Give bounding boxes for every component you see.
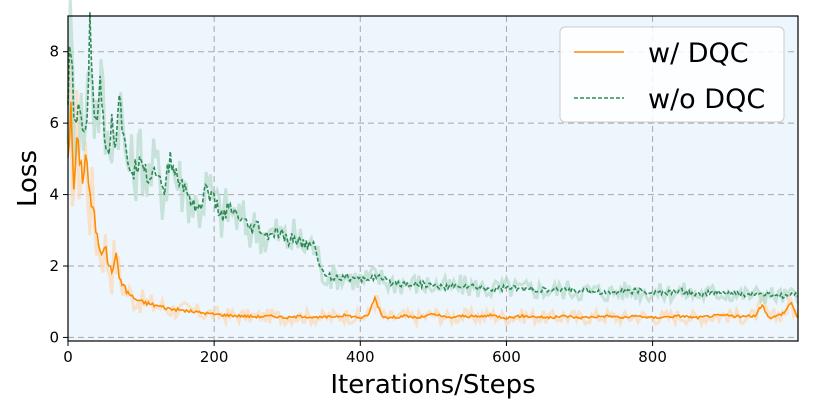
y-axis-ticks: 0 2 4 6 8 — [49, 43, 68, 346]
x-tick-label: 600 — [492, 348, 521, 366]
y-tick-label: 6 — [49, 114, 59, 132]
y-axis-title: Loss — [13, 150, 43, 207]
y-tick-label: 8 — [49, 43, 59, 61]
x-axis-title: Iterations/Steps — [330, 370, 535, 400]
x-tick-label: 400 — [346, 348, 375, 366]
series-line-with-dqc — [67, 101, 799, 321]
legend-label-with-dqc: w/ DQC — [648, 38, 749, 69]
grid-lines — [67, 16, 798, 341]
raw-line-without-dqc — [66, 0, 800, 307]
x-tick-label: 200 — [200, 348, 229, 366]
x-tick-label: 0 — [63, 348, 73, 366]
y-tick-label: 4 — [49, 186, 59, 204]
legend: w/ DQC w/o DQC — [559, 26, 785, 123]
plot-frame — [67, 15, 799, 342]
y-tick-label: 2 — [49, 257, 59, 275]
raw-line-with-dqc — [66, 58, 800, 330]
raw-series-lines — [66, 0, 800, 330]
x-tick-label: 800 — [638, 348, 667, 366]
x-axis-ticks: 0 200 400 600 800 — [63, 341, 667, 366]
legend-label-without-dqc: w/o DQC — [648, 84, 765, 115]
y-tick-label: 0 — [49, 328, 59, 346]
series-line-without-dqc — [67, 12, 799, 300]
smoothed-series-lines — [67, 12, 799, 321]
